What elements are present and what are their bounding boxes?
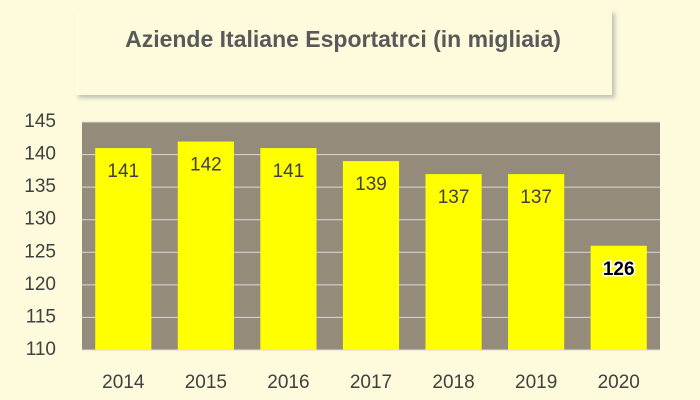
bar — [260, 148, 317, 350]
y-tick-label: 125 — [24, 241, 56, 262]
y-tick-label: 135 — [24, 176, 56, 197]
y-tick-label: 140 — [24, 144, 56, 165]
bar — [508, 174, 565, 350]
x-tick-label: 2020 — [598, 372, 640, 393]
x-tick-label: 2017 — [350, 372, 392, 393]
value-label: 142 — [190, 155, 222, 176]
y-tick-label: 110 — [26, 339, 56, 360]
value-label: 141 — [273, 161, 305, 182]
x-tick-label: 2019 — [515, 372, 557, 393]
x-tick-label: 2018 — [432, 372, 474, 393]
bar — [342, 161, 400, 350]
y-tick-label: 145 — [24, 111, 56, 132]
value-label: 137 — [438, 187, 470, 208]
value-label: 126 — [603, 259, 635, 280]
title-box — [75, 10, 612, 95]
bar — [177, 141, 234, 350]
value-label: 139 — [355, 174, 387, 195]
chart-title: Aziende Italiane Esportatrci (in migliai… — [125, 26, 561, 52]
value-label: 137 — [520, 187, 552, 208]
y-tick-label: 120 — [24, 274, 56, 295]
bar — [425, 174, 482, 350]
x-tick-label: 2015 — [185, 372, 227, 393]
bar — [95, 148, 152, 350]
y-tick-label: 130 — [24, 209, 56, 230]
x-tick-label: 2016 — [267, 372, 309, 393]
x-tick-label: 2014 — [102, 372, 145, 393]
bar — [590, 245, 647, 350]
y-tick-label: 115 — [26, 306, 56, 327]
value-label: 141 — [107, 161, 139, 182]
